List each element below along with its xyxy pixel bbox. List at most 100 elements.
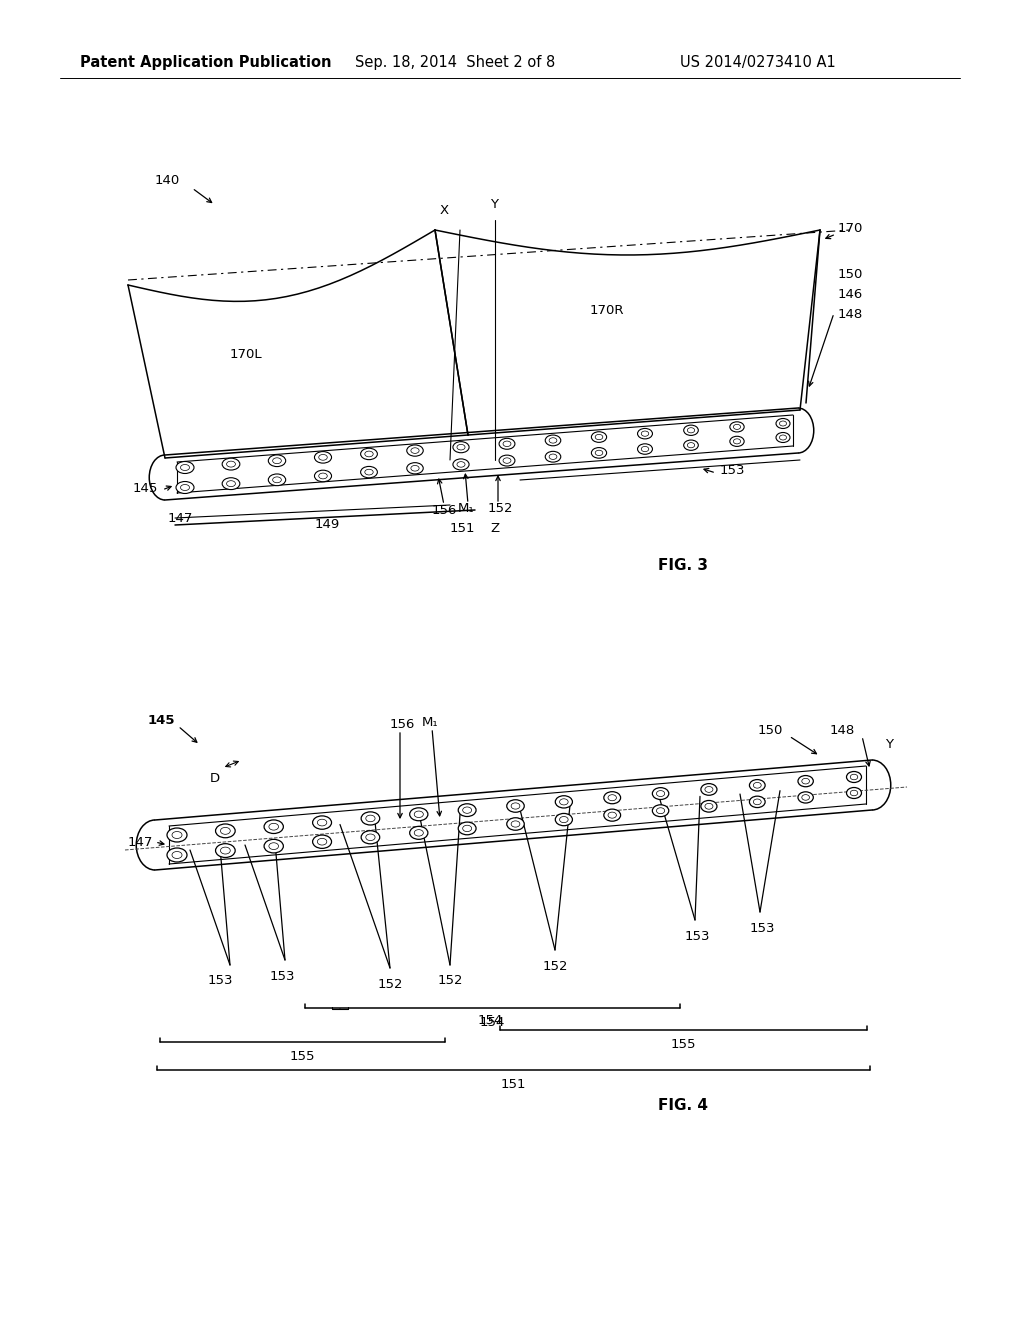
Ellipse shape bbox=[705, 787, 713, 792]
Ellipse shape bbox=[215, 843, 236, 858]
Text: 156: 156 bbox=[432, 503, 458, 516]
Text: 147: 147 bbox=[168, 511, 194, 524]
Text: 147: 147 bbox=[128, 836, 154, 849]
Text: D: D bbox=[210, 771, 220, 784]
Ellipse shape bbox=[733, 424, 740, 429]
Ellipse shape bbox=[317, 820, 327, 826]
Ellipse shape bbox=[167, 828, 187, 842]
Ellipse shape bbox=[730, 422, 744, 432]
Text: Z: Z bbox=[490, 521, 499, 535]
Text: 150: 150 bbox=[838, 268, 863, 281]
Text: FIG. 4: FIG. 4 bbox=[658, 1097, 708, 1113]
Ellipse shape bbox=[360, 449, 378, 459]
Ellipse shape bbox=[705, 804, 713, 809]
Ellipse shape bbox=[730, 437, 744, 446]
Ellipse shape bbox=[410, 826, 428, 840]
Ellipse shape bbox=[220, 828, 230, 834]
Text: 150: 150 bbox=[758, 723, 783, 737]
Text: 148: 148 bbox=[838, 309, 863, 322]
Ellipse shape bbox=[226, 461, 236, 467]
Text: Y: Y bbox=[885, 738, 893, 751]
Ellipse shape bbox=[779, 436, 786, 440]
Text: 153: 153 bbox=[208, 974, 233, 987]
Ellipse shape bbox=[499, 438, 515, 449]
Ellipse shape bbox=[453, 442, 469, 453]
Ellipse shape bbox=[592, 432, 606, 442]
Ellipse shape bbox=[604, 792, 621, 804]
Ellipse shape bbox=[268, 474, 286, 486]
Text: FIG. 3: FIG. 3 bbox=[658, 557, 708, 573]
Ellipse shape bbox=[511, 821, 520, 828]
Text: Y: Y bbox=[490, 198, 498, 211]
Ellipse shape bbox=[407, 462, 423, 474]
Ellipse shape bbox=[312, 816, 332, 829]
Ellipse shape bbox=[850, 775, 858, 780]
Text: Sep. 18, 2014  Sheet 2 of 8: Sep. 18, 2014 Sheet 2 of 8 bbox=[355, 54, 555, 70]
Ellipse shape bbox=[215, 824, 236, 838]
Ellipse shape bbox=[684, 425, 698, 436]
Ellipse shape bbox=[457, 445, 465, 450]
Ellipse shape bbox=[549, 438, 557, 444]
Ellipse shape bbox=[687, 428, 694, 433]
Ellipse shape bbox=[415, 830, 423, 836]
Text: Patent Application Publication: Patent Application Publication bbox=[80, 54, 332, 70]
Ellipse shape bbox=[750, 796, 765, 808]
Ellipse shape bbox=[802, 795, 810, 800]
Ellipse shape bbox=[847, 771, 861, 783]
Ellipse shape bbox=[608, 812, 616, 818]
Ellipse shape bbox=[798, 776, 813, 787]
Ellipse shape bbox=[463, 807, 472, 813]
Ellipse shape bbox=[687, 442, 694, 447]
Text: 145: 145 bbox=[148, 714, 175, 726]
Text: 151: 151 bbox=[501, 1077, 526, 1090]
Ellipse shape bbox=[559, 799, 568, 805]
Ellipse shape bbox=[463, 825, 472, 832]
Ellipse shape bbox=[318, 473, 328, 479]
Ellipse shape bbox=[180, 484, 189, 491]
Ellipse shape bbox=[415, 810, 423, 817]
Text: M₁: M₁ bbox=[422, 715, 438, 729]
Text: 170: 170 bbox=[838, 222, 863, 235]
Ellipse shape bbox=[312, 836, 332, 849]
Ellipse shape bbox=[272, 458, 282, 463]
Ellipse shape bbox=[850, 791, 858, 796]
Ellipse shape bbox=[656, 808, 665, 813]
Text: 145: 145 bbox=[133, 482, 159, 495]
Text: 152: 152 bbox=[488, 502, 513, 515]
Text: 151: 151 bbox=[450, 521, 475, 535]
Ellipse shape bbox=[549, 454, 557, 459]
Text: US 2014/0273410 A1: US 2014/0273410 A1 bbox=[680, 54, 836, 70]
Ellipse shape bbox=[684, 440, 698, 450]
Ellipse shape bbox=[411, 466, 419, 471]
Ellipse shape bbox=[365, 451, 373, 457]
Text: 152: 152 bbox=[438, 974, 464, 987]
Text: 170R: 170R bbox=[590, 304, 625, 317]
Ellipse shape bbox=[366, 816, 375, 822]
Ellipse shape bbox=[410, 808, 428, 821]
Ellipse shape bbox=[220, 847, 230, 854]
Text: 155: 155 bbox=[671, 1038, 696, 1051]
Text: 153: 153 bbox=[720, 463, 745, 477]
Ellipse shape bbox=[226, 480, 236, 487]
Ellipse shape bbox=[802, 779, 810, 784]
Text: X: X bbox=[440, 203, 450, 216]
Ellipse shape bbox=[268, 455, 286, 466]
Ellipse shape bbox=[507, 800, 524, 812]
Text: 154: 154 bbox=[480, 1015, 505, 1028]
Text: 152: 152 bbox=[378, 978, 403, 990]
Ellipse shape bbox=[638, 444, 652, 454]
Ellipse shape bbox=[269, 842, 279, 850]
Text: 155: 155 bbox=[290, 1049, 315, 1063]
Text: 152: 152 bbox=[543, 960, 568, 973]
Ellipse shape bbox=[511, 803, 520, 809]
Ellipse shape bbox=[779, 421, 786, 426]
Ellipse shape bbox=[264, 840, 284, 853]
Ellipse shape bbox=[272, 477, 282, 483]
Ellipse shape bbox=[592, 447, 606, 458]
Text: 146: 146 bbox=[838, 289, 863, 301]
Ellipse shape bbox=[172, 851, 182, 858]
Ellipse shape bbox=[366, 834, 375, 841]
Ellipse shape bbox=[318, 454, 328, 461]
Ellipse shape bbox=[503, 441, 511, 446]
Text: 153: 153 bbox=[685, 929, 711, 942]
